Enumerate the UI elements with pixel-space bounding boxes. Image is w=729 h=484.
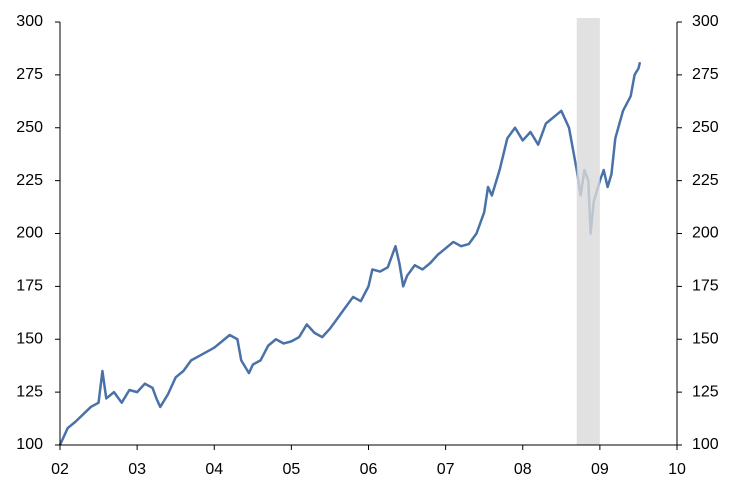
y2-tick-label: 100 <box>692 436 719 453</box>
y-tick-label: 250 <box>16 119 43 136</box>
y-tick-label: 225 <box>16 172 43 189</box>
y2-tick-label: 250 <box>692 119 719 136</box>
y2-tick-label: 125 <box>692 383 719 400</box>
data-line <box>58 61 642 446</box>
x-tick-label: 05 <box>282 461 300 478</box>
y2-tick-label: 225 <box>692 172 719 189</box>
x-tick-label: 08 <box>514 461 532 478</box>
y-tick-label: 200 <box>16 225 43 242</box>
x-tick-label: 04 <box>205 461 223 478</box>
y-tick-label: 175 <box>16 278 43 295</box>
y-tick-label: 100 <box>16 436 43 453</box>
y2-tick-label: 200 <box>692 225 719 242</box>
y-tick-label: 300 <box>16 13 43 30</box>
y2-tick-label: 175 <box>692 278 719 295</box>
y-tick-label: 275 <box>16 66 43 83</box>
x-tick-label: 02 <box>51 461 69 478</box>
y2-tick-label: 275 <box>692 66 719 83</box>
x-tick-label: 10 <box>668 461 686 478</box>
y2-tick-label: 300 <box>692 13 719 30</box>
y-tick-label: 150 <box>16 330 43 347</box>
x-tick-label: 07 <box>437 461 455 478</box>
x-tick-label: 03 <box>128 461 146 478</box>
x-tick-label: 06 <box>360 461 378 478</box>
y2-tick-label: 150 <box>692 330 719 347</box>
y-tick-label: 125 <box>16 383 43 400</box>
x-tick-label: 09 <box>591 461 609 478</box>
shaded-period <box>576 18 600 445</box>
